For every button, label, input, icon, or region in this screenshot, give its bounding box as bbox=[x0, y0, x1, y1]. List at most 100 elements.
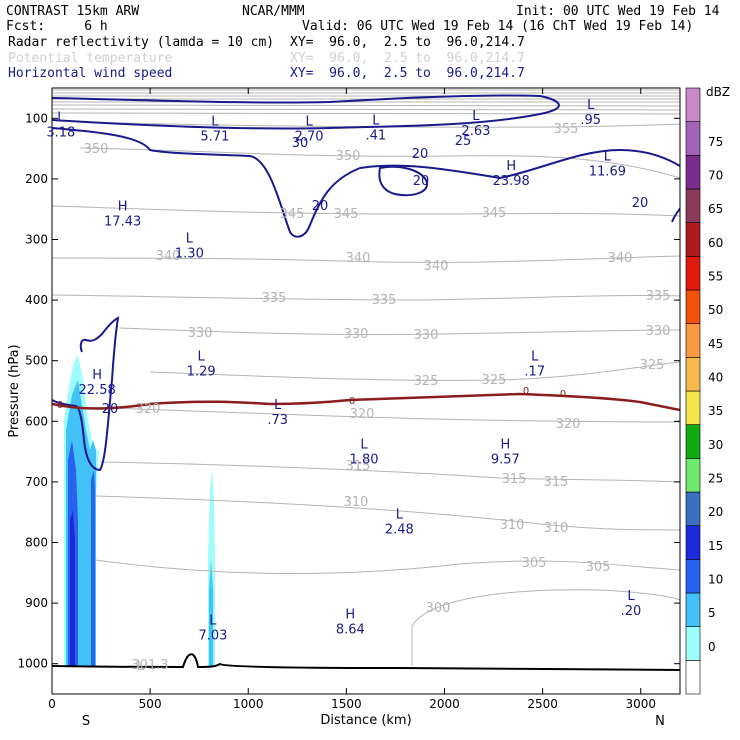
theta-contour-label-32: 301.3 bbox=[131, 658, 168, 673]
y-tick-label-9: 1000 bbox=[17, 657, 48, 671]
theta-line-6 bbox=[52, 104, 680, 107]
theta-contour-label-26: 310 bbox=[344, 495, 369, 510]
colorbar-segment-1 bbox=[685, 626, 701, 661]
theta-contour-label-14: 330 bbox=[344, 327, 369, 342]
colorbar-level-12: 60 bbox=[708, 236, 723, 250]
plot-background bbox=[52, 88, 680, 694]
theta-contour-label-31: 300 bbox=[426, 601, 451, 616]
theta-355 bbox=[79, 121, 680, 128]
extremum-type-13: L bbox=[274, 398, 282, 413]
field-xy-theta: XY= 96.0, 2.5 to 96.0,214.7 bbox=[290, 51, 525, 66]
theta-315 bbox=[99, 461, 680, 483]
extremum-value-13: .73 bbox=[267, 413, 288, 428]
x-tick-label-0: 0 bbox=[48, 697, 56, 711]
y-tick-label-4: 500 bbox=[25, 354, 48, 368]
y-tick-label-6: 700 bbox=[25, 475, 48, 489]
extremum-type-3: L bbox=[372, 113, 380, 128]
extremum-type-9: L bbox=[186, 232, 194, 247]
theta-contour-label-29: 305 bbox=[522, 556, 547, 571]
theta-contour-label-20: 320 bbox=[136, 402, 161, 417]
wind-20-low-level bbox=[52, 316, 120, 472]
extremum-type-17: L bbox=[627, 589, 635, 604]
extremum-value-5: .95 bbox=[580, 113, 601, 128]
extremum-type-6: H bbox=[506, 159, 516, 174]
extremum-type-19: H bbox=[345, 607, 355, 622]
colorbar-segment-12 bbox=[685, 256, 701, 291]
y-tick-label-8: 900 bbox=[25, 596, 48, 610]
field-name-reflectivity: Radar reflectivity (lamda = 10 cm) bbox=[8, 35, 274, 50]
wind-25-upper-jet bbox=[52, 94, 560, 130]
theta-contour-label-28: 310 bbox=[544, 521, 569, 536]
extremum-value-18: 7.03 bbox=[198, 628, 227, 643]
extremum-value-6: 23.98 bbox=[493, 174, 530, 189]
wind-contour-label-3: 20 bbox=[312, 199, 329, 214]
extremum-value-4: 2.63 bbox=[461, 124, 490, 139]
extremum-value-3: .41 bbox=[365, 128, 386, 143]
y-tick-label-3: 400 bbox=[25, 293, 48, 307]
theta-300 bbox=[411, 589, 680, 666]
theta-contour-label-19: 325 bbox=[640, 358, 665, 373]
theta-contour-label-30: 305 bbox=[586, 560, 611, 575]
extremum-value-14: 1.80 bbox=[350, 453, 379, 468]
colorbar-segment-15 bbox=[685, 155, 701, 190]
colorbar-segment-0 bbox=[685, 660, 701, 695]
colorbar-level-7: 35 bbox=[708, 404, 723, 418]
theta-line-8 bbox=[52, 112, 680, 115]
extremum-value-2: 2.70 bbox=[295, 130, 324, 145]
colorbar-segment-2 bbox=[685, 592, 701, 627]
theta-contour-label-13: 330 bbox=[188, 326, 213, 341]
extremum-value-15: 9.57 bbox=[491, 453, 520, 468]
theta-330 bbox=[119, 327, 680, 336]
plot-frame bbox=[51, 87, 681, 695]
theta-contour-label-25: 315 bbox=[544, 475, 569, 490]
freezing-label-0: 0 bbox=[57, 400, 63, 411]
extremum-value-0: 3.18 bbox=[46, 125, 75, 140]
x-tick-label-2: 1000 bbox=[233, 697, 264, 711]
extremum-type-12: H bbox=[92, 368, 102, 383]
colorbar-level-1: 5 bbox=[708, 606, 716, 620]
x-tick-label-1: 500 bbox=[139, 697, 162, 711]
reflectivity-15dbz-secondary bbox=[91, 470, 95, 666]
extremum-type-20: L bbox=[137, 659, 145, 674]
freezing-label-2: 0 bbox=[523, 386, 529, 397]
theta-contour-label-6: 340 bbox=[156, 249, 181, 264]
extremum-type-14: L bbox=[360, 438, 368, 453]
extremum-type-0: L bbox=[57, 110, 65, 125]
institution: NCAR/MMM bbox=[242, 4, 305, 19]
y-axis-title: Pressure (hPa) bbox=[7, 344, 22, 437]
extremum-value-19: 8.64 bbox=[336, 622, 365, 637]
colorbar-segment-13 bbox=[685, 222, 701, 257]
x-endpoint-south: S bbox=[82, 714, 90, 729]
colorbar-level-14: 70 bbox=[708, 169, 723, 183]
colorbar-level-4: 20 bbox=[708, 505, 723, 519]
theta-325 bbox=[149, 361, 680, 381]
reflectivity-20dbz-main bbox=[70, 510, 75, 666]
header: CONTRAST 15km ARW NCAR/MMM Init: 00 UTC … bbox=[6, 4, 720, 81]
x-endpoint-north: N bbox=[655, 714, 665, 729]
wind-contour-label-4: 20 bbox=[413, 174, 430, 189]
theta-340 bbox=[52, 255, 680, 263]
extremum-type-16: L bbox=[396, 507, 404, 522]
theta-320 bbox=[109, 407, 680, 423]
colorbar-level-3: 15 bbox=[708, 539, 723, 553]
theta-contour-label-12: 335 bbox=[646, 289, 671, 304]
colorbar-level-8: 40 bbox=[708, 371, 723, 385]
extremum-type-2: L bbox=[305, 115, 313, 130]
extremum-type-15: H bbox=[500, 438, 510, 453]
theta-350 bbox=[79, 147, 680, 179]
extremum-value-9: 1.30 bbox=[175, 247, 204, 262]
colorbar-segment-8 bbox=[685, 390, 701, 425]
theta-310 bbox=[94, 495, 680, 531]
wind-20-main bbox=[52, 127, 680, 238]
theta-contour-label-24: 315 bbox=[502, 472, 527, 487]
theta-contour-lines bbox=[52, 89, 680, 666]
extremum-value-12: 22.58 bbox=[79, 383, 116, 398]
x-tick-label-3: 1500 bbox=[331, 697, 362, 711]
model-title: CONTRAST 15km ARW bbox=[6, 4, 139, 19]
extremum-type-10: L bbox=[198, 350, 206, 365]
theta-contour-label-8: 340 bbox=[424, 259, 449, 274]
y-tick-label-1: 200 bbox=[25, 172, 48, 186]
theta-335 bbox=[52, 294, 680, 301]
wind-contour-label-6: 20 bbox=[102, 402, 119, 417]
